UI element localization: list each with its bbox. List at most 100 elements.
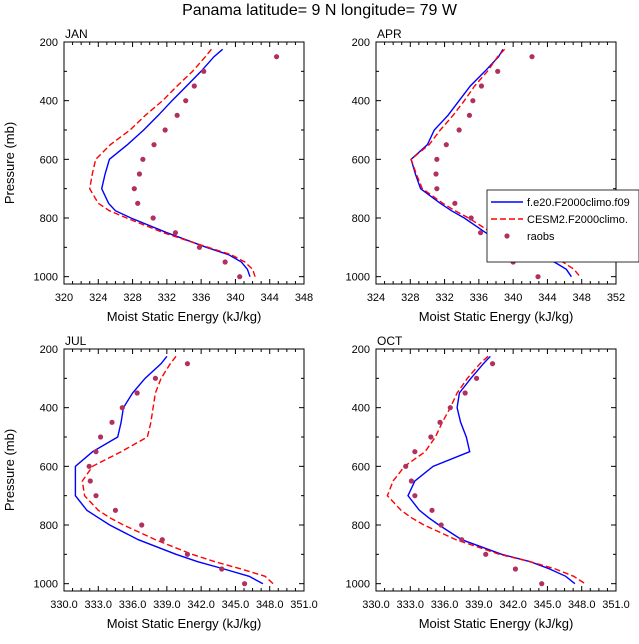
x-tick-label-jan: 348 xyxy=(295,292,313,304)
panel-apr: APR 324 328 332 336 340 344 348 352 200 400 600 800 1… xyxy=(346,27,626,324)
obs-point-jan xyxy=(135,200,141,206)
obs-point-jul xyxy=(93,493,99,499)
x-axis-label-jan: Moist Static Energy (kJ/kg) xyxy=(107,309,262,324)
x-tick-label-jan: 344 xyxy=(261,292,279,304)
y-tick-label-jul: 1000 xyxy=(34,579,58,591)
y-tick-label-apr: 600 xyxy=(352,154,370,166)
x-tick-label-jul: 345.0 xyxy=(222,599,250,611)
x-tick-label-jul: 351.0 xyxy=(290,599,318,611)
obs-point-jul xyxy=(134,390,140,396)
obs-point-apr xyxy=(466,112,473,118)
obs-point-apr xyxy=(452,200,458,206)
x-tick-label-apr: 344 xyxy=(538,292,556,304)
x-tick-label-apr: 336 xyxy=(470,292,488,304)
y-tick-label-apr: 1000 xyxy=(346,272,370,284)
obs-point-jan xyxy=(196,244,203,250)
x-tick-label-apr: 328 xyxy=(401,292,419,304)
obs-point-jul xyxy=(93,449,99,455)
panel-jul: JUL 330.0 333.0 336.0 339.0 342.0 345.0 348.0 35… xyxy=(2,334,318,631)
y-axis-label-jul: Pressure (mb) xyxy=(2,429,17,511)
series-line-f-e20-f2000climo-f09-jul xyxy=(74,355,264,585)
obs-point-jul xyxy=(119,405,125,411)
y-tick-label-oct: 600 xyxy=(352,461,370,473)
series-line-cesm2-f2000climo-jul xyxy=(81,355,274,585)
obs-point-jan xyxy=(273,54,280,60)
obs-point-oct xyxy=(437,419,443,425)
obs-point-jul xyxy=(184,361,191,367)
x-tick-label-jul: 348.0 xyxy=(256,599,284,611)
x-tick-label-apr: 348 xyxy=(573,292,591,304)
series-line-cesm2-f2000climo-apr xyxy=(410,48,581,278)
obs-point-jan xyxy=(237,274,243,280)
obs-point-oct xyxy=(447,405,453,411)
obs-point-apr xyxy=(434,156,440,162)
obs-point-apr xyxy=(495,68,501,74)
legend: f.e20.F2000climo.f09 CESM2.F2000climo. rao… xyxy=(486,189,639,263)
obs-point-oct xyxy=(429,507,435,513)
panel-title-jan: JAN xyxy=(65,27,88,41)
obs-point-jul xyxy=(97,434,104,440)
x-tick-label-oct: 330.0 xyxy=(362,599,390,611)
panel-frame-oct xyxy=(375,348,617,592)
x-tick-label-apr: 332 xyxy=(435,292,453,304)
y-tick-label-oct: 200 xyxy=(352,344,370,356)
obs-point-apr xyxy=(529,54,535,60)
y-tick-label-jan: 600 xyxy=(40,154,58,166)
x-tick-label-oct: 348.0 xyxy=(568,599,596,611)
x-tick-label-jul: 342.0 xyxy=(187,599,215,611)
obs-point-jan xyxy=(183,98,189,104)
x-tick-label-jan: 320 xyxy=(55,292,73,304)
obs-point-jul xyxy=(112,507,119,513)
y-tick-label-oct: 1000 xyxy=(346,579,370,591)
obs-point-apr xyxy=(468,215,474,221)
legend-label-raobs: raobs xyxy=(527,231,555,243)
obs-point-jan xyxy=(191,83,197,89)
obs-point-oct xyxy=(412,449,418,455)
obs-point-apr xyxy=(443,142,449,148)
figure-title: Panama latitude= 9 N longitude= 79 W xyxy=(182,2,457,19)
x-tick-label-jul: 333.0 xyxy=(85,599,113,611)
series-line-f-e20-f2000climo-f09-jan xyxy=(100,48,251,277)
obs-point-oct xyxy=(512,566,519,572)
obs-point-jul xyxy=(152,375,159,381)
obs-point-jan xyxy=(201,68,207,74)
obs-point-jan xyxy=(140,156,146,162)
obs-point-jul xyxy=(184,551,191,557)
panel-oct: OCT 330.0 333.0 336.0 339.0 342.0 345.0 348.0 35… xyxy=(346,334,630,631)
x-axis-label-jul: Moist Static Energy (kJ/kg) xyxy=(107,616,262,631)
obs-point-apr xyxy=(477,230,484,236)
x-tick-label-jul: 336.0 xyxy=(119,599,147,611)
obs-point-apr xyxy=(433,171,439,177)
y-tick-label-jul: 600 xyxy=(40,461,58,473)
series-line-f-e20-f2000climo-f09-oct xyxy=(407,355,576,585)
y-tick-label-jul: 200 xyxy=(40,344,58,356)
obs-point-oct xyxy=(403,463,409,469)
obs-point-jul xyxy=(241,581,248,587)
obs-point-oct xyxy=(462,390,468,396)
y-tick-label-jan: 400 xyxy=(40,96,58,108)
x-tick-label-jan: 332 xyxy=(158,292,176,304)
obs-point-oct xyxy=(483,551,489,557)
x-tick-label-jan: 324 xyxy=(89,292,107,304)
obs-point-apr xyxy=(434,186,440,192)
panel-jan: JAN 320 324 328 332 336 340 344 348 200 400 600 800 1… xyxy=(2,27,313,324)
obs-point-oct xyxy=(408,478,415,484)
x-tick-label-oct: 339.0 xyxy=(465,599,493,611)
obs-point-jan xyxy=(162,127,168,133)
y-tick-label-jan: 800 xyxy=(40,213,58,225)
obs-point-jul xyxy=(87,478,93,484)
obs-point-jan xyxy=(172,230,179,236)
x-tick-label-apr: 352 xyxy=(607,292,625,304)
y-tick-label-apr: 800 xyxy=(352,213,370,225)
y-tick-label-oct: 800 xyxy=(352,520,370,532)
obs-point-oct xyxy=(473,375,480,381)
x-tick-label-oct: 342.0 xyxy=(499,599,527,611)
obs-point-jan xyxy=(222,259,228,265)
obs-point-jul xyxy=(139,522,145,528)
panel-title-apr: APR xyxy=(377,27,402,41)
obs-point-jan xyxy=(174,112,180,118)
x-tick-label-oct: 333.0 xyxy=(397,599,425,611)
obs-point-jan xyxy=(131,186,137,192)
